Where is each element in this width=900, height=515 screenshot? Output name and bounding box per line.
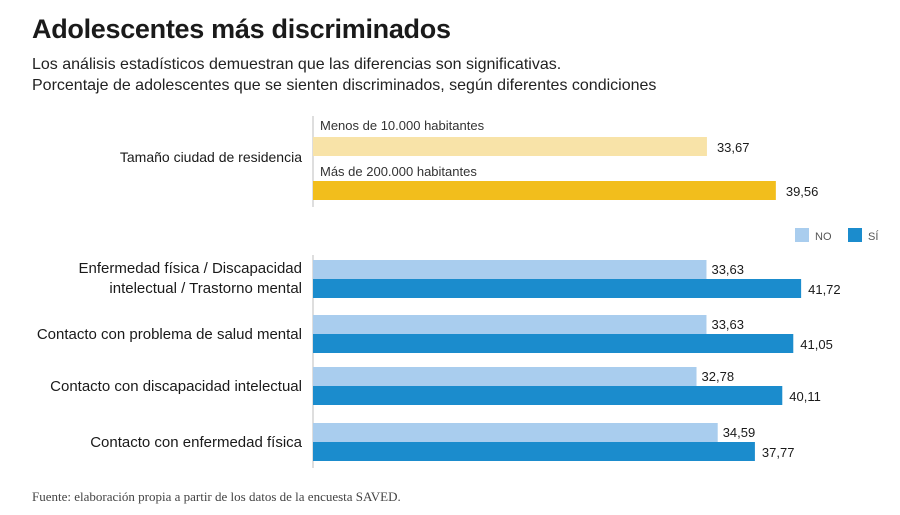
value-label-no-0: 33,63 — [711, 262, 744, 277]
residence-series-label-1: Más de 200.000 habitantes — [320, 164, 477, 179]
chart-subtitle-1: Los análisis estadísticos demuestran que… — [32, 56, 562, 73]
residence-value-label-1: 39,56 — [786, 184, 819, 199]
legend-label-no: NO — [815, 231, 832, 243]
chart-subtitle-2: Porcentaje de adolescentes que se siente… — [32, 77, 657, 94]
residence-series-label-0: Menos de 10.000 habitantes — [320, 118, 485, 133]
value-label-no-1: 33,63 — [711, 317, 744, 332]
legend-swatch-si — [848, 228, 862, 242]
condition-label-2: Contacto con discapacidad intelectual — [50, 378, 302, 395]
bar-si-2 — [313, 386, 783, 405]
value-label-si-1: 41,05 — [800, 337, 833, 352]
condition-label-1: Contacto con problema de salud mental — [37, 326, 302, 343]
bar-no-2 — [313, 367, 697, 386]
residence-bar-0 — [313, 137, 707, 156]
value-label-si-3: 37,77 — [762, 445, 795, 460]
value-label-no-3: 34,59 — [723, 425, 756, 440]
condition-label-3: Contacto con enfermedad física — [90, 434, 302, 451]
source-note: Fuente: elaboración propia a partir de l… — [32, 489, 401, 504]
residence-bar-1 — [313, 181, 776, 200]
bar-no-1 — [313, 315, 707, 334]
legend-label-si: SÍ — [868, 230, 879, 243]
residence-value-label-0: 33,67 — [717, 140, 750, 155]
bar-si-3 — [313, 442, 755, 461]
value-label-si-2: 40,11 — [789, 389, 821, 404]
bar-no-3 — [313, 423, 718, 442]
legend-swatch-no — [795, 228, 809, 242]
value-label-si-0: 41,72 — [808, 282, 841, 297]
bar-no-0 — [313, 260, 707, 279]
condition-label-0: Enfermedad física / Discapacidad intelect… — [79, 260, 302, 297]
chart-title: Adolescentes más discriminados — [32, 14, 451, 44]
bar-si-0 — [313, 279, 802, 298]
value-label-no-2: 32,78 — [702, 369, 735, 384]
residence-category-label: Tamaño ciudad de residencia — [120, 149, 302, 165]
bar-si-1 — [313, 334, 794, 353]
